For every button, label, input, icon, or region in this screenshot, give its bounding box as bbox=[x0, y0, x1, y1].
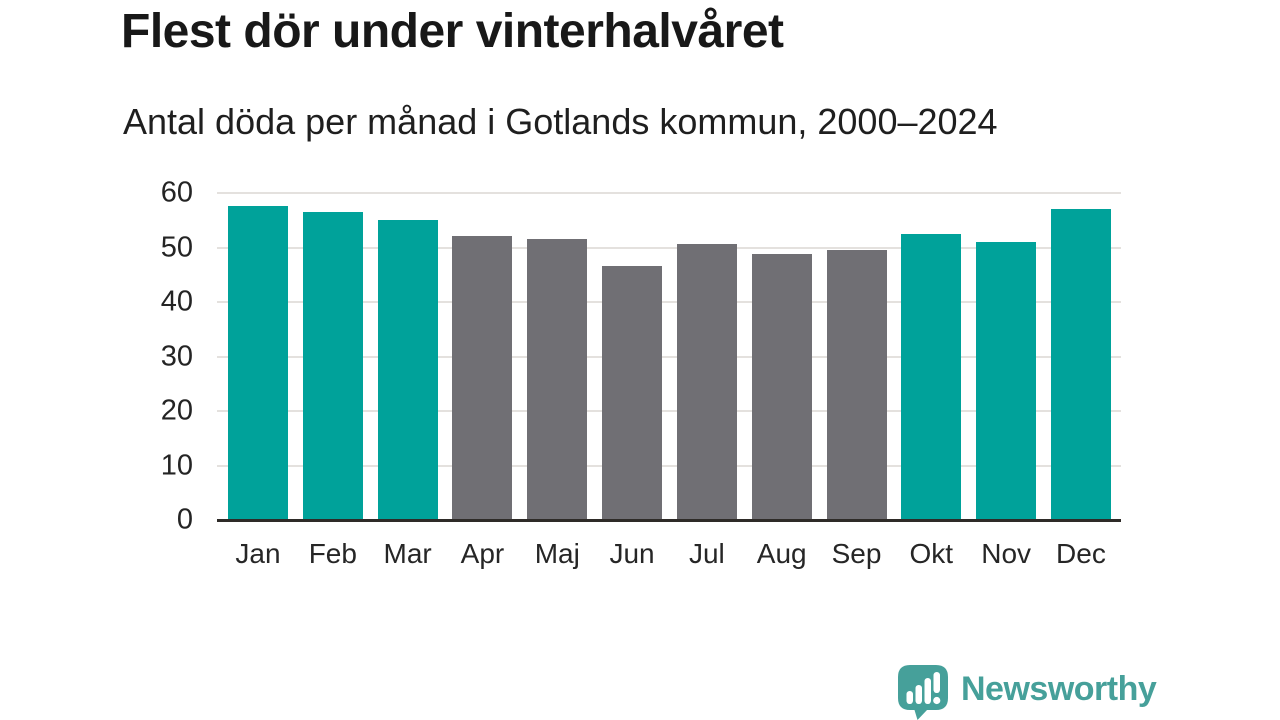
x-tick-label-feb: Feb bbox=[308, 538, 357, 569]
gridline-30 bbox=[217, 355, 1121, 358]
x-slot-okt: Okt bbox=[901, 540, 961, 568]
x-slot-jan: Jan bbox=[228, 540, 288, 568]
x-slot-aug: Aug bbox=[752, 540, 812, 568]
x-slot-mar: Mar bbox=[378, 540, 438, 568]
y-axis-labels: 0 10 20 30 40 50 60 bbox=[100, 178, 193, 534]
x-tick-label-jul: Jul bbox=[688, 538, 725, 569]
y-tick-label-60: 60 bbox=[160, 176, 193, 209]
x-slot-maj: Maj bbox=[527, 540, 587, 568]
y-tick-label-20: 20 bbox=[160, 394, 193, 427]
x-tick-label-okt: Okt bbox=[909, 538, 954, 569]
x-tick-label-sep: Sep bbox=[831, 538, 882, 569]
bar-dec bbox=[1050, 208, 1111, 520]
bar-sep bbox=[826, 249, 887, 520]
gridline-20 bbox=[217, 410, 1121, 412]
plot-area bbox=[217, 192, 1121, 520]
bar-apr bbox=[452, 235, 513, 520]
gridline-40 bbox=[217, 301, 1121, 303]
y-tick-label-10: 10 bbox=[160, 449, 193, 481]
y-tick-label-30: 30 bbox=[160, 340, 193, 372]
x-tick-label-mar: Mar bbox=[383, 538, 432, 569]
x-axis-labels: Jan Feb Mar Apr Maj Jun Jul Aug Sep Okt Nov Dec bbox=[217, 540, 1121, 568]
x-tick-label-apr: Apr bbox=[460, 538, 505, 569]
bar-maj bbox=[527, 239, 588, 520]
x-slot-dec: Dec bbox=[1051, 540, 1111, 568]
bar-jul bbox=[676, 243, 737, 520]
gridline-60 bbox=[217, 192, 1121, 194]
bar-feb bbox=[302, 211, 363, 520]
gridline-50 bbox=[217, 246, 1121, 249]
bar-aug bbox=[751, 253, 812, 520]
newsworthy-logo-icon bbox=[898, 665, 948, 720]
bar-nov bbox=[976, 242, 1037, 520]
bar-jun bbox=[602, 266, 663, 520]
x-slot-feb: Feb bbox=[303, 540, 363, 568]
bars-row bbox=[217, 193, 1121, 520]
x-tick-label-jun: Jun bbox=[609, 538, 655, 569]
page-title: Flest dör under vinterhalvåret bbox=[121, 5, 784, 58]
x-slot-jul: Jul bbox=[677, 540, 737, 568]
bar-mar bbox=[377, 220, 438, 520]
x-slot-sep: Sep bbox=[827, 540, 887, 568]
x-tick-label-maj: Maj bbox=[534, 538, 580, 569]
x-tick-label-aug: Aug bbox=[756, 538, 807, 569]
y-tick-label-0: 0 bbox=[176, 503, 193, 536]
brand-footer: Newsworthy bbox=[897, 664, 1157, 720]
x-tick-label-dec: Dec bbox=[1056, 538, 1106, 569]
gridline-10 bbox=[217, 464, 1121, 467]
chart-subtitle: Antal döda per månad i Gotlands kommun, … bbox=[123, 101, 998, 142]
bar-jan bbox=[228, 205, 288, 520]
x-tick-label-jan: Jan bbox=[235, 538, 281, 569]
x-slot-jun: Jun bbox=[602, 540, 662, 568]
y-tick-label-40: 40 bbox=[160, 285, 193, 318]
bar-okt bbox=[901, 234, 962, 520]
y-tick-label-50: 50 bbox=[160, 231, 193, 263]
x-tick-label-nov: Nov bbox=[981, 538, 1032, 569]
brand-name: Newsworthy bbox=[961, 670, 1157, 708]
x-axis-line bbox=[217, 519, 1121, 522]
x-slot-apr: Apr bbox=[452, 540, 512, 568]
x-slot-nov: Nov bbox=[976, 540, 1036, 568]
